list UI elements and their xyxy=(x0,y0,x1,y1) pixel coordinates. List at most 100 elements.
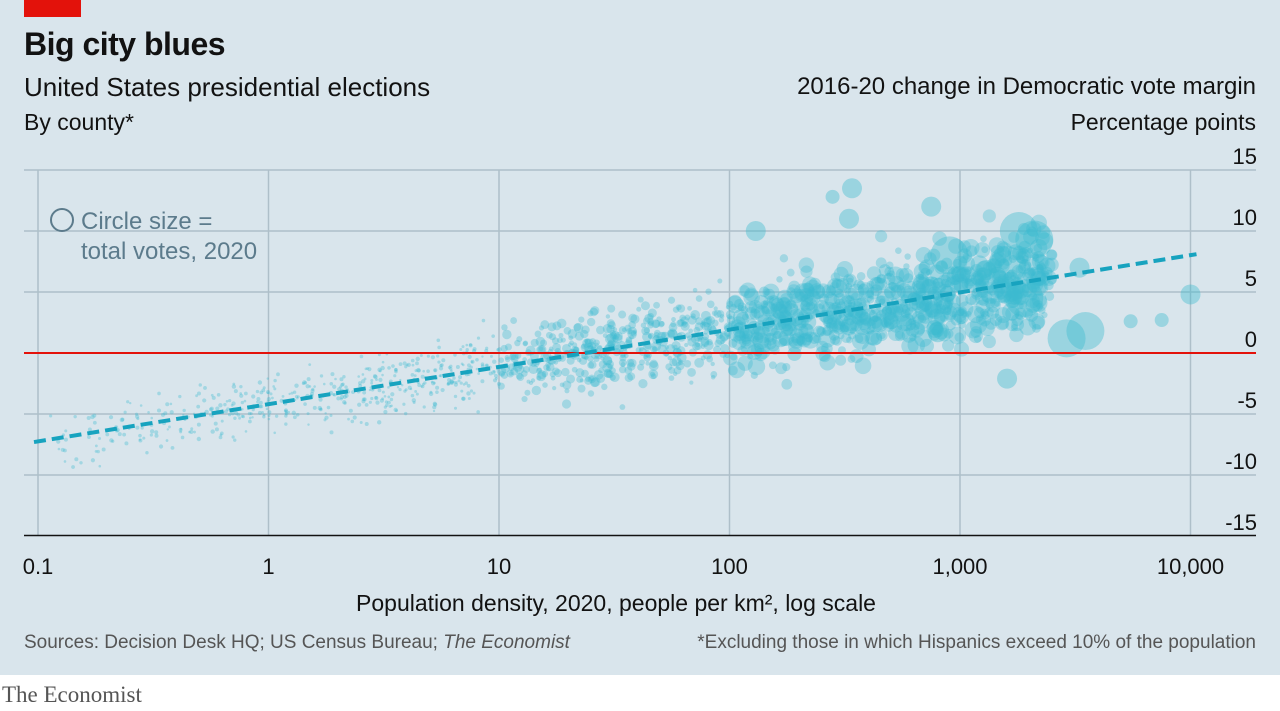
county-point xyxy=(534,330,542,338)
county-point xyxy=(583,355,589,361)
county-point xyxy=(689,380,694,385)
county-point xyxy=(671,317,676,322)
county-point xyxy=(318,407,323,412)
county-point xyxy=(867,316,884,333)
county-point-large xyxy=(1154,313,1169,328)
county-point xyxy=(433,402,438,407)
county-point xyxy=(267,414,271,418)
county-point xyxy=(426,369,430,373)
county-point xyxy=(142,436,146,440)
county-point xyxy=(970,272,984,286)
county-point xyxy=(703,330,708,335)
county-point xyxy=(647,308,657,318)
county-point xyxy=(857,282,875,299)
county-point xyxy=(1031,278,1049,296)
county-point xyxy=(837,332,845,340)
county-point xyxy=(496,381,501,386)
county-point xyxy=(525,345,536,356)
county-point xyxy=(996,242,1012,258)
county-point xyxy=(1029,266,1039,277)
county-point xyxy=(995,316,1010,331)
county-point xyxy=(717,278,723,284)
county-point xyxy=(1016,255,1025,264)
county-point xyxy=(700,320,706,325)
county-point xyxy=(256,400,259,404)
county-point xyxy=(196,404,201,409)
county-point xyxy=(942,272,952,282)
county-point xyxy=(778,306,790,318)
county-point xyxy=(925,301,944,320)
county-point xyxy=(857,283,869,295)
county-point xyxy=(604,334,615,344)
county-point xyxy=(751,325,766,341)
x-tick-label: 0.1 xyxy=(23,554,54,579)
county-point xyxy=(770,297,784,311)
county-point xyxy=(706,355,714,363)
county-point xyxy=(1006,269,1018,280)
county-point xyxy=(919,338,934,354)
county-point xyxy=(1019,283,1033,298)
county-point xyxy=(179,427,183,431)
county-point xyxy=(993,270,1009,286)
county-point xyxy=(983,268,993,278)
county-point xyxy=(710,374,716,380)
county-point xyxy=(777,304,787,314)
county-point xyxy=(169,410,174,415)
county-point xyxy=(684,342,689,348)
county-point xyxy=(583,342,594,353)
county-point xyxy=(410,393,415,398)
county-point xyxy=(393,374,397,378)
county-point xyxy=(637,363,645,371)
county-point xyxy=(124,441,129,446)
county-point xyxy=(545,331,553,339)
county-point xyxy=(734,330,746,342)
county-point xyxy=(951,306,968,322)
county-point xyxy=(776,289,793,306)
county-point xyxy=(284,408,288,413)
county-point xyxy=(695,317,703,325)
county-point xyxy=(135,425,140,430)
county-point xyxy=(885,307,893,314)
county-point xyxy=(908,318,916,326)
county-point xyxy=(284,411,289,416)
county-point xyxy=(760,300,769,308)
county-point-large xyxy=(839,208,860,229)
county-point xyxy=(973,307,985,319)
county-point xyxy=(1027,247,1034,254)
county-point xyxy=(956,266,971,281)
county-point xyxy=(411,398,417,403)
county-point xyxy=(431,381,436,386)
county-point xyxy=(1011,318,1025,332)
county-point xyxy=(362,390,367,395)
county-point xyxy=(305,384,310,389)
county-point xyxy=(651,346,658,353)
county-point xyxy=(562,343,572,353)
county-point xyxy=(1012,282,1029,299)
county-point xyxy=(964,321,982,339)
county-point xyxy=(1036,302,1043,310)
county-point xyxy=(652,319,661,328)
county-point xyxy=(554,369,563,378)
county-point xyxy=(491,334,495,338)
county-point xyxy=(381,390,385,394)
county-point xyxy=(618,326,627,335)
county-point xyxy=(1038,257,1056,275)
county-point xyxy=(950,273,969,292)
y-axis-unit: Percentage points xyxy=(1070,109,1256,135)
county-point xyxy=(888,270,896,278)
county-point xyxy=(359,354,364,359)
county-point xyxy=(750,304,765,319)
county-point xyxy=(935,294,952,310)
county-point xyxy=(828,329,840,341)
county-point xyxy=(285,409,289,413)
county-point xyxy=(605,370,614,379)
county-point xyxy=(607,304,616,313)
county-point xyxy=(423,381,427,385)
county-point xyxy=(344,385,348,389)
county-point xyxy=(233,416,237,420)
county-point xyxy=(422,405,426,409)
county-point-large xyxy=(997,368,1018,389)
county-point xyxy=(283,409,287,413)
county-point xyxy=(997,290,1011,304)
county-point xyxy=(265,407,269,411)
